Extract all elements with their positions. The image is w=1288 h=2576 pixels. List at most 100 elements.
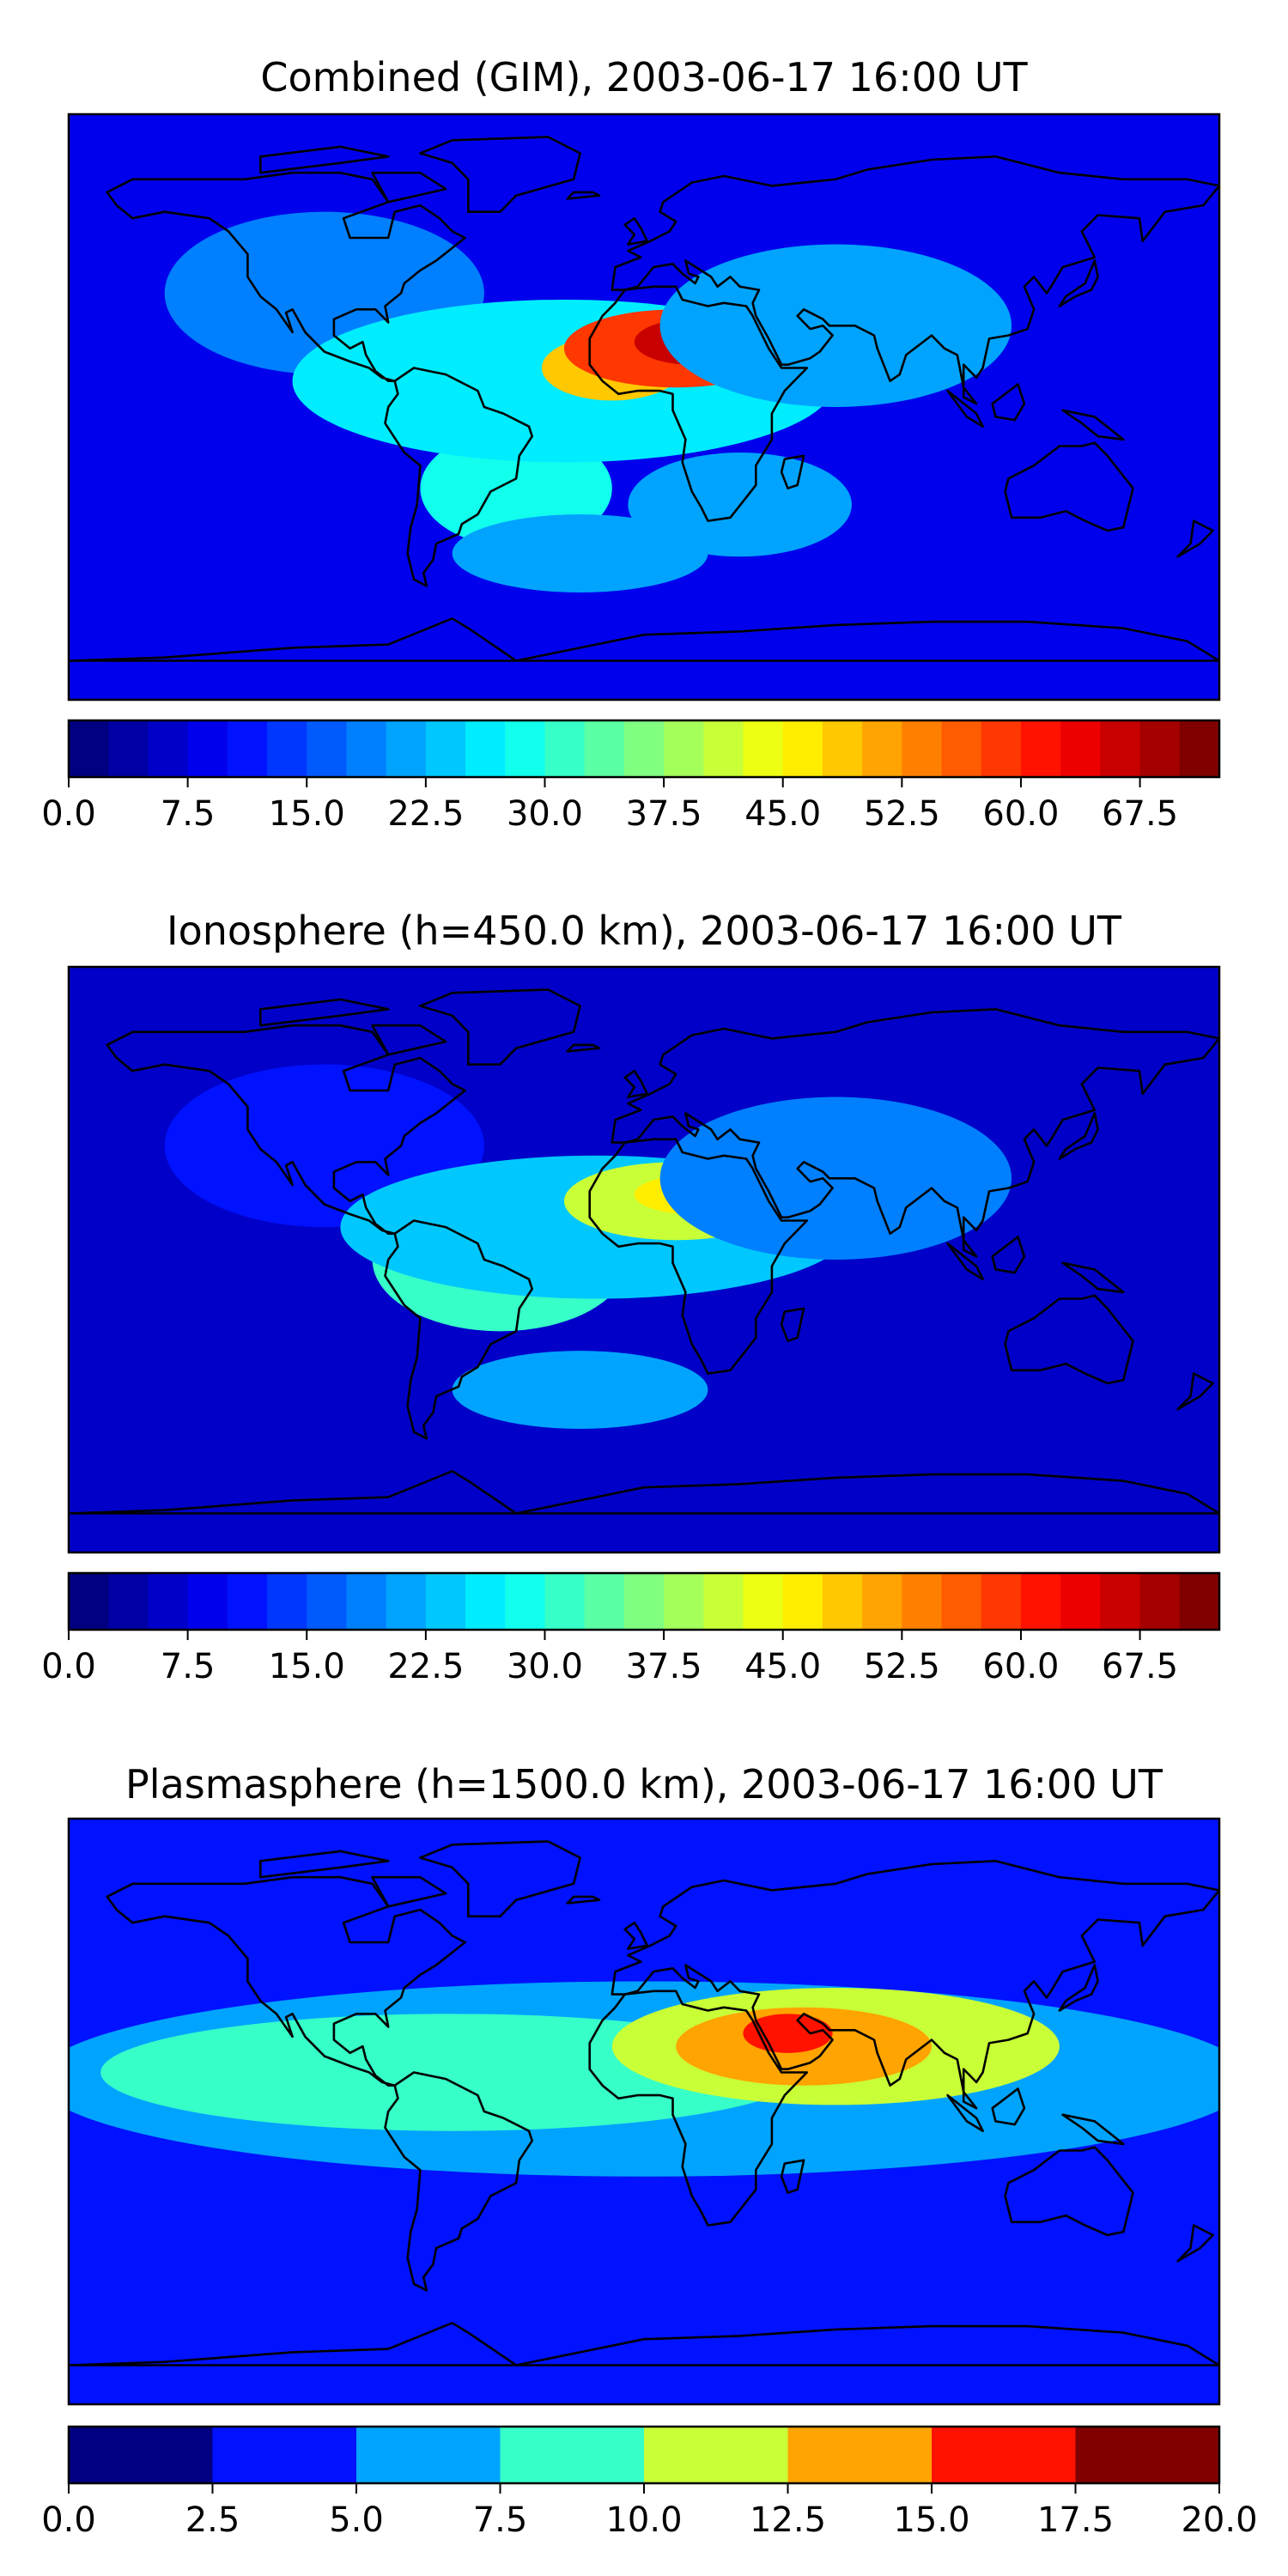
- coastline-africa: [588, 285, 809, 522]
- coastline-borneo: [991, 1236, 1026, 1274]
- colorbar-tick-label: 45.0: [744, 1647, 821, 1686]
- colorbar-tick-label: 52.5: [864, 1647, 940, 1686]
- coastline-new-zealand: [1176, 2224, 1214, 2263]
- colorbar-tick-label: 0.0: [41, 1647, 96, 1686]
- coastline-antarctica: [69, 2322, 1219, 2366]
- coastline-borneo: [991, 383, 1026, 422]
- map-frame: [67, 965, 1221, 1554]
- coastline-antarctica: [69, 1470, 1219, 1515]
- map-field: [69, 114, 1219, 700]
- colorbar-tick-label: 12.5: [750, 2500, 826, 2540]
- colorbar-segment: [108, 720, 149, 777]
- panel-1-title: Combined (GIM), 2003-06-17 16:00 UT: [260, 54, 1028, 100]
- coastline-uk: [623, 1069, 648, 1098]
- colorbar-segment: [227, 720, 268, 777]
- colorbar-segment: [1075, 2427, 1220, 2483]
- coastline-sumatra: [946, 389, 984, 428]
- map-field: [69, 967, 1219, 1552]
- coastline-madagascar: [780, 454, 805, 489]
- panel-1-colorbar: 0.0 7.5 15.0 22.5 30.0 37.5 45.0 52.5 60.0 67.5: [41, 719, 1221, 834]
- colorbar-segment: [148, 1573, 189, 1630]
- colorbar-segment: [1100, 1573, 1141, 1630]
- colorbar-tick-label: 7.5: [473, 2500, 528, 2540]
- colorbar-segment: [187, 1573, 228, 1630]
- colorbar-segment: [703, 720, 744, 777]
- colorbar-segment: [664, 1573, 704, 1630]
- colorbar-tick-label: 10.0: [605, 2500, 682, 2540]
- colorbar-segment: [69, 2427, 214, 2483]
- colorbar-segment: [584, 1573, 625, 1630]
- colorbar-segment: [1020, 720, 1061, 777]
- colorbar-segment: [267, 1573, 307, 1630]
- colorbar-segment: [505, 720, 546, 777]
- colorbar-tick-label: 37.5: [626, 1647, 702, 1686]
- colorbar-frame: [67, 1571, 1221, 1631]
- map-contour-region: [452, 1351, 708, 1430]
- colorbar-segment: [743, 720, 784, 777]
- colorbar-segment: [307, 1573, 348, 1630]
- colorbar-tick-label: 30.0: [507, 1647, 583, 1686]
- coastline-madagascar: [780, 2159, 805, 2194]
- coastline-new-guinea: [1061, 2113, 1125, 2146]
- coastline-arctic-islands: [259, 1850, 390, 1879]
- colorbar-segment: [108, 1573, 149, 1630]
- colorbar-segment: [227, 1573, 268, 1630]
- panel-2-colorbar: 0.0 7.5 15.0 22.5 30.0 37.5 45.0 52.5 60.0 67.5: [41, 1571, 1221, 1686]
- coastline-greenland: [419, 136, 581, 213]
- coastline-greenland: [419, 988, 581, 1066]
- colorbar-segment: [425, 720, 466, 777]
- coastline-baffin: [371, 171, 447, 204]
- coastline-eurasia: [611, 1008, 1219, 1258]
- colorbar-tick-label: 52.5: [864, 794, 940, 834]
- coastlines: [69, 136, 1219, 662]
- panel-1-map: [67, 112, 1221, 702]
- coastline-eurasia: [611, 155, 1219, 405]
- coastline-australia: [1004, 441, 1134, 532]
- colorbar-segment: [703, 1573, 744, 1630]
- colorbar-tick-label: 45.0: [744, 794, 821, 834]
- coastline-new-guinea: [1061, 1261, 1125, 1294]
- coastline-north-america: [106, 1875, 466, 2087]
- colorbar-segment: [787, 2427, 933, 2483]
- coastline-arctic-islands: [259, 145, 390, 174]
- panel-2-map: [67, 965, 1221, 1554]
- colorbar-tick-label: 30.0: [507, 794, 583, 834]
- colorbar-tick-label: 67.5: [1102, 794, 1178, 834]
- colorbar-segment: [981, 720, 1022, 777]
- coastline-south-america: [384, 367, 533, 587]
- coastline-africa: [588, 1990, 809, 2227]
- coastline-iceland: [566, 191, 601, 200]
- colorbar-tick-label: 0.0: [41, 794, 96, 834]
- colorbar-segment: [941, 720, 982, 777]
- colorbar-segment: [346, 1573, 387, 1630]
- colorbar-segment: [584, 720, 625, 777]
- coastline-baffin: [371, 1875, 447, 1908]
- coastline-north-america: [106, 171, 466, 382]
- colorbar-tick-label: 60.0: [982, 1647, 1059, 1686]
- colorbar-segment: [1020, 1573, 1061, 1630]
- coastlines: [69, 1840, 1219, 2366]
- coastline-greenland: [419, 1840, 581, 1917]
- coastline-south-america: [384, 2071, 533, 2292]
- colorbar-segment: [822, 1573, 863, 1630]
- colorbar-segment: [148, 720, 189, 777]
- coastline-sumatra: [946, 1242, 984, 1280]
- colorbar-segment: [1179, 1573, 1220, 1630]
- colorbar-frame: [67, 719, 1221, 779]
- colorbar-segment: [386, 1573, 427, 1630]
- coastline-australia: [1004, 1294, 1134, 1385]
- coastline-borneo: [991, 2087, 1026, 2126]
- colorbar-segment: [782, 720, 823, 777]
- colorbar-tick-label: 17.5: [1037, 2500, 1114, 2540]
- colorbar-segment: [862, 720, 902, 777]
- colorbar-tick-label: 15.0: [269, 1647, 345, 1686]
- colorbar-tick-label: 5.0: [329, 2500, 384, 2540]
- colorbar-segment: [425, 1573, 466, 1630]
- colorbar-segment: [782, 1573, 823, 1630]
- colorbar-segment: [664, 720, 704, 777]
- colorbar-tick-label: 15.0: [893, 2500, 969, 2540]
- colorbar-segment: [356, 2427, 501, 2483]
- colorbar-tick-label: 20.0: [1181, 2500, 1257, 2540]
- colorbar-segment: [981, 1573, 1022, 1630]
- coastline-japan: [1058, 1112, 1099, 1160]
